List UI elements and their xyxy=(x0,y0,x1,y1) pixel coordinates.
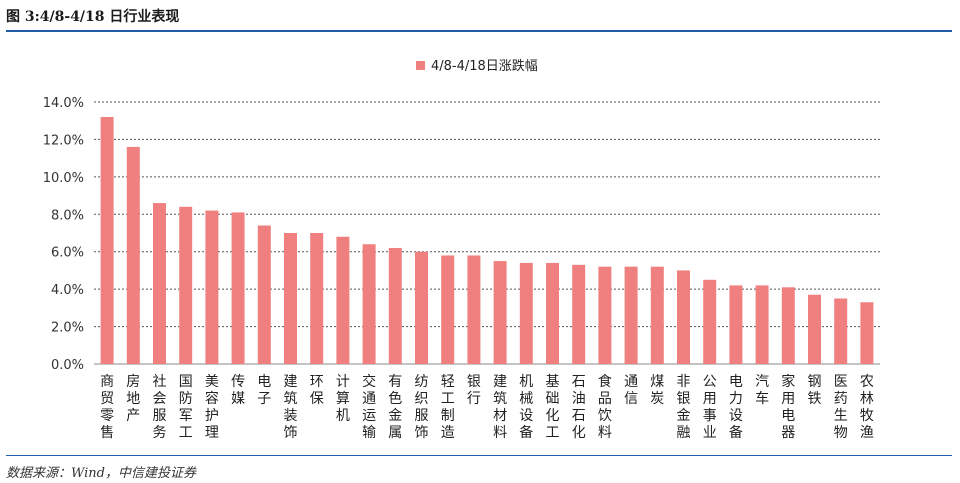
bar xyxy=(231,212,245,364)
bar xyxy=(467,255,481,364)
x-tick-label: 公用事业 xyxy=(703,374,717,441)
x-tick-label: 非银金融 xyxy=(677,374,691,441)
bar xyxy=(257,225,271,364)
x-tick-label: 建筑材料 xyxy=(493,374,507,441)
x-tick-label: 基础化工 xyxy=(546,373,560,441)
x-tick-label: 通信 xyxy=(624,374,638,407)
x-tick-label: 银行 xyxy=(467,374,481,407)
bar xyxy=(677,270,690,364)
bar xyxy=(572,264,586,364)
x-tick-label: 交通运输 xyxy=(362,373,376,441)
x-tick-label: 有色金属 xyxy=(388,374,402,441)
y-axis-ticks: 0.0% 2.0% 4.0% 6.0% 8.0% 10.0% 12.0% 14.0% xyxy=(43,96,84,373)
bar xyxy=(388,247,402,364)
bar xyxy=(415,251,428,364)
x-tick-label: 家用电器 xyxy=(781,373,795,441)
x-tick-label: 美容护理 xyxy=(205,374,219,441)
legend-label: 4/8-4/18日涨跌幅 xyxy=(431,58,538,74)
legend: 4/8-4/18日涨跌幅 xyxy=(416,58,538,74)
y-tick-label: 0.0% xyxy=(51,358,84,373)
bar xyxy=(493,261,507,364)
x-tick-label: 钢铁 xyxy=(808,374,822,407)
title-rule xyxy=(6,30,952,32)
x-tick-label: 社会服务 xyxy=(153,374,167,441)
bar xyxy=(126,146,140,364)
bar xyxy=(519,262,533,364)
y-tick-label: 2.0% xyxy=(51,321,84,336)
x-tick-label: 传媒 xyxy=(231,374,245,407)
bar xyxy=(755,285,769,364)
x-tick-label: 建筑装饰 xyxy=(284,374,298,441)
bar xyxy=(362,244,376,364)
y-tick-label: 4.0% xyxy=(51,283,84,298)
bar xyxy=(860,302,874,364)
x-tick-label: 纺织服饰 xyxy=(415,374,429,441)
bar xyxy=(100,116,114,364)
x-tick-label: 电子 xyxy=(257,374,271,407)
x-tick-label: 医药生物 xyxy=(834,374,848,441)
bar xyxy=(650,266,664,364)
x-tick-label: 商贸零售 xyxy=(100,374,114,441)
bar xyxy=(205,210,219,364)
y-tick-label: 10.0% xyxy=(43,171,84,186)
bar xyxy=(598,266,612,364)
x-tick-label: 农林牧渔 xyxy=(860,374,874,441)
gridlines xyxy=(94,101,880,365)
source-rule xyxy=(6,455,952,456)
x-tick-label: 轻工制造 xyxy=(441,374,455,441)
bar-chart: 0.0% 2.0% 4.0% 6.0% 8.0% 10.0% 12.0% 14.0% 商贸零售… xyxy=(43,58,880,441)
y-tick-label: 14.0% xyxy=(43,96,84,111)
legend-swatch xyxy=(416,61,425,70)
x-tick-label: 电力设备 xyxy=(729,374,743,441)
bar xyxy=(153,203,166,364)
x-tick-label: 汽车 xyxy=(755,374,769,407)
x-tick-label: 国防军工 xyxy=(179,374,193,441)
source-note: 数据来源：Wind，中信建投证券 xyxy=(6,466,196,481)
bar xyxy=(179,206,193,364)
bar xyxy=(284,233,297,364)
bar xyxy=(336,236,350,364)
bar xyxy=(729,285,743,364)
bar xyxy=(441,255,455,364)
bar xyxy=(546,262,559,364)
y-tick-label: 6.0% xyxy=(51,246,84,261)
bar xyxy=(808,294,821,364)
y-tick-label: 12.0% xyxy=(43,133,84,148)
x-tick-label: 食品饮料 xyxy=(598,373,612,441)
x-tick-label: 房地产 xyxy=(126,374,140,424)
bar xyxy=(703,279,717,364)
bars xyxy=(100,116,874,364)
bar xyxy=(834,298,848,364)
x-axis-labels: 商贸零售房地产社会服务国防军工美容护理传媒电子建筑装饰环保计算机交通运输有色金属… xyxy=(100,373,874,441)
x-tick-label: 计算机 xyxy=(336,374,350,424)
bar xyxy=(624,266,638,364)
bar xyxy=(310,233,324,364)
x-tick-label: 石油石化 xyxy=(572,374,586,441)
x-tick-label: 煤炭 xyxy=(650,374,664,407)
y-tick-label: 8.0% xyxy=(51,208,84,223)
x-tick-label: 机械设备 xyxy=(519,374,533,441)
figure-title: 图 3:4/8-4/18 日行业表现 xyxy=(6,9,180,25)
bar xyxy=(781,287,795,364)
x-tick-label: 环保 xyxy=(310,374,324,407)
